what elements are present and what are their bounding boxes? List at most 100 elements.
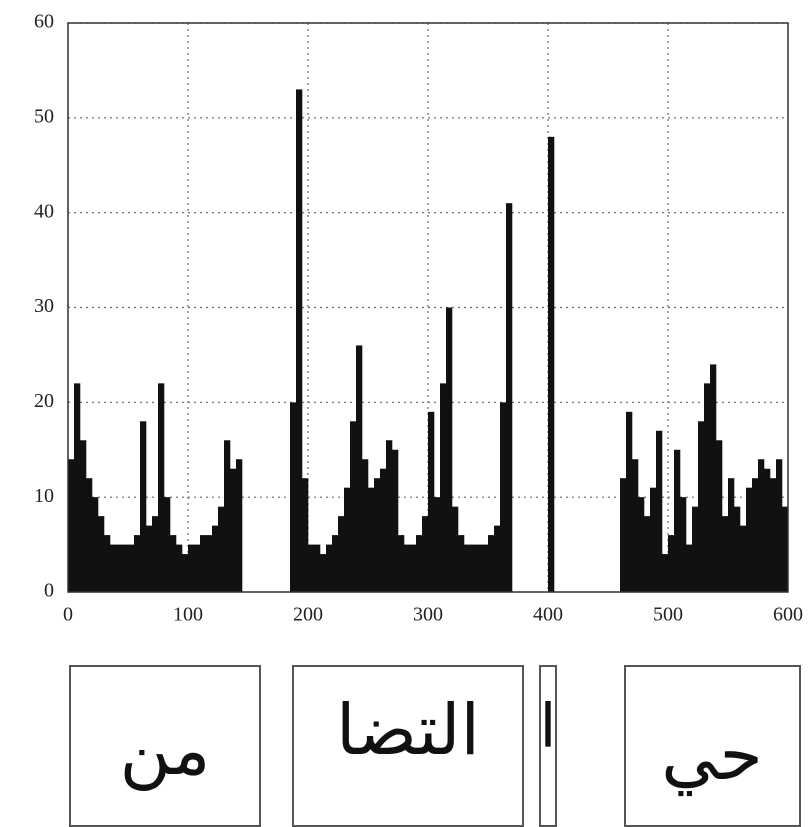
bar <box>434 497 440 592</box>
chart: من التضا ا حي 01020304050600100200300400… <box>0 0 808 827</box>
bar <box>80 440 86 592</box>
bar <box>332 535 338 592</box>
bar <box>470 545 476 592</box>
x-tick-label: 200 <box>293 604 323 626</box>
bar <box>452 507 458 592</box>
bar <box>632 459 638 592</box>
bar <box>194 545 200 592</box>
bar <box>428 412 434 592</box>
bar <box>410 545 416 592</box>
bar <box>506 203 512 592</box>
bar <box>164 497 170 592</box>
bar <box>698 421 704 592</box>
word-image: من <box>120 709 211 791</box>
bar <box>134 535 140 592</box>
bar <box>674 450 680 592</box>
bar <box>188 545 194 592</box>
bar <box>482 545 488 592</box>
bar <box>146 526 152 592</box>
y-tick-label: 0 <box>44 580 54 602</box>
bar <box>494 526 500 592</box>
bar <box>122 545 128 592</box>
bar <box>704 383 710 592</box>
bar <box>68 459 74 592</box>
bar <box>344 488 350 592</box>
x-tick-label: 600 <box>773 604 803 626</box>
bar <box>86 478 92 592</box>
x-tick-label: 500 <box>653 604 683 626</box>
bar <box>752 478 758 592</box>
y-tick-label: 30 <box>34 295 54 317</box>
bar <box>380 469 386 592</box>
bar <box>230 469 236 592</box>
bar <box>98 516 104 592</box>
bar <box>500 402 506 592</box>
bar <box>392 450 398 592</box>
bar <box>488 535 494 592</box>
bar <box>716 440 722 592</box>
y-tick-label: 40 <box>34 200 54 222</box>
bar <box>422 516 428 592</box>
bar <box>296 89 302 592</box>
bar <box>140 421 146 592</box>
bar <box>620 478 626 592</box>
bar <box>548 137 554 592</box>
bar <box>758 459 764 592</box>
x-tick-label: 300 <box>413 604 443 626</box>
bar <box>104 535 110 592</box>
bar <box>650 488 656 592</box>
bar <box>206 535 212 592</box>
bar <box>458 535 464 592</box>
y-tick-label: 20 <box>34 390 54 412</box>
bar <box>320 554 326 592</box>
y-tick-label: 60 <box>34 11 54 33</box>
bar <box>680 497 686 592</box>
bar <box>308 545 314 592</box>
bar <box>662 554 668 592</box>
bar <box>668 535 674 592</box>
bar <box>710 364 716 592</box>
bar <box>158 383 164 592</box>
bar <box>362 459 368 592</box>
bar <box>722 516 728 592</box>
bar <box>644 516 650 592</box>
bar <box>152 516 158 592</box>
bar <box>386 440 392 592</box>
bar <box>740 526 746 592</box>
x-tick-label: 0 <box>63 604 73 626</box>
bar <box>236 459 242 592</box>
bar <box>356 345 362 592</box>
bar <box>368 488 374 592</box>
bar <box>734 507 740 592</box>
word-image: التضا <box>336 689 480 771</box>
word-image: حي <box>661 714 763 797</box>
bar <box>314 545 320 592</box>
y-tick-label: 50 <box>34 105 54 127</box>
bar <box>764 469 770 592</box>
bar <box>290 402 296 592</box>
bar <box>728 478 734 592</box>
bar <box>338 516 344 592</box>
bar <box>626 412 632 592</box>
bar <box>350 421 356 592</box>
bar <box>326 545 332 592</box>
bar <box>170 535 176 592</box>
y-tick-label: 10 <box>34 485 54 507</box>
x-tick-label: 400 <box>533 604 563 626</box>
bar <box>200 535 206 592</box>
bar <box>218 507 224 592</box>
bar <box>416 535 422 592</box>
bar <box>116 545 122 592</box>
bar <box>770 478 776 592</box>
bar <box>182 554 188 592</box>
bar <box>638 497 644 592</box>
bar <box>176 545 182 592</box>
bar <box>686 545 692 592</box>
bar <box>74 383 80 592</box>
bar <box>302 478 308 592</box>
bar <box>776 459 782 592</box>
bar <box>746 488 752 592</box>
bar <box>692 507 698 592</box>
word-image: ا <box>540 692 557 762</box>
bar <box>404 545 410 592</box>
